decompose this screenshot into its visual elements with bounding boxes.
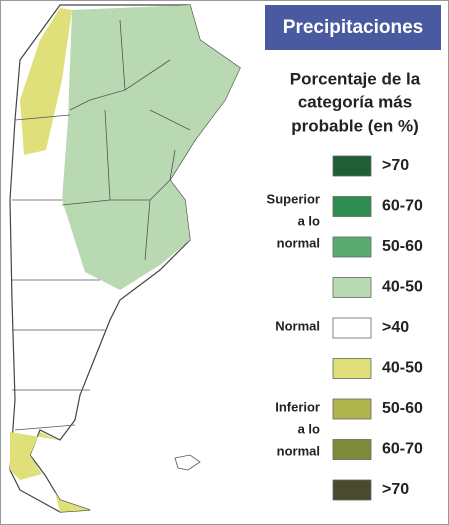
group-label: Normal	[275, 318, 320, 333]
group-label: Inferior	[275, 399, 320, 414]
subtitle: categoría más	[298, 92, 412, 111]
legend-swatch	[332, 277, 372, 298]
map	[9, 4, 241, 513]
title: Precipitaciones	[283, 17, 423, 38]
legend-label: 40-50	[382, 279, 423, 296]
islands	[174, 454, 201, 471]
group-label: a lo	[298, 213, 320, 228]
legend-swatch	[332, 236, 372, 258]
legend-swatch	[332, 479, 372, 501]
group-label: normal	[277, 443, 320, 458]
legend-label: >70	[382, 481, 409, 498]
subtitle: probable (en %)	[291, 116, 419, 135]
legend-swatch	[332, 196, 372, 217]
legend-label: >70	[382, 157, 409, 174]
subtitle: Porcentaje de la	[290, 69, 421, 88]
below-normal-region	[55, 492, 90, 512]
legend-label: 60-70	[382, 198, 423, 215]
above-normal-region	[62, 5, 240, 290]
province-borders	[12, 19, 191, 431]
legend-label: 50-60	[382, 238, 423, 255]
legend-label: 50-60	[382, 400, 423, 417]
group-label: a lo	[298, 421, 320, 436]
legend-label: 60-70	[382, 441, 423, 458]
legend-swatch	[332, 317, 372, 339]
legend-label: >40	[382, 319, 409, 336]
title-box	[265, 5, 441, 50]
below-normal-region	[10, 432, 58, 480]
legend-swatch	[332, 439, 372, 460]
legend-swatch	[332, 155, 372, 177]
legend-swatch	[332, 398, 372, 420]
group-label: Superior	[267, 191, 320, 206]
group-label: normal	[277, 235, 320, 250]
legend-label: 40-50	[382, 360, 423, 377]
legend-swatch	[332, 358, 372, 379]
